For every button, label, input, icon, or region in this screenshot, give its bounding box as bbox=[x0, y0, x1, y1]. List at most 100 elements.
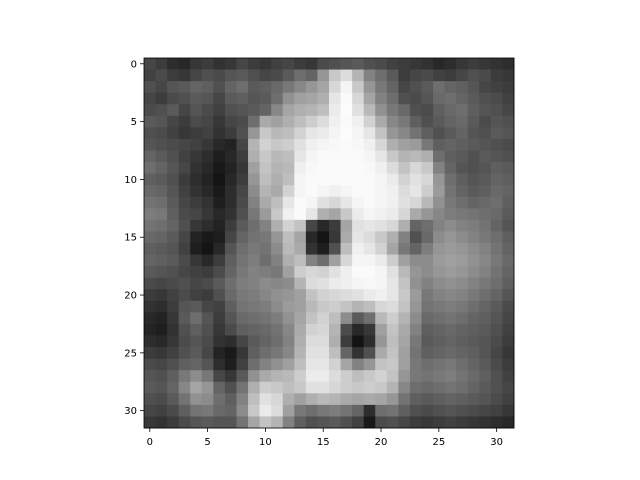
heatmap-cell bbox=[467, 381, 480, 394]
heatmap-cell bbox=[352, 358, 365, 371]
heatmap-cell bbox=[352, 335, 365, 348]
heatmap-cell bbox=[167, 162, 180, 175]
heatmap-cell bbox=[282, 312, 295, 325]
heatmap-cell bbox=[236, 300, 249, 313]
heatmap-cell bbox=[155, 370, 168, 383]
heatmap-cell bbox=[305, 138, 318, 151]
heatmap-cell bbox=[352, 219, 365, 232]
heatmap-cell bbox=[236, 266, 249, 279]
heatmap-cell bbox=[386, 358, 399, 371]
heatmap-cell bbox=[375, 335, 388, 348]
heatmap-cell bbox=[178, 347, 191, 360]
heatmap-cell bbox=[398, 335, 411, 348]
heatmap-cell bbox=[144, 300, 156, 313]
heatmap-cell bbox=[433, 231, 446, 244]
heatmap-cell bbox=[155, 358, 168, 371]
heatmap-cell bbox=[502, 208, 515, 221]
heatmap-cell bbox=[409, 104, 422, 117]
heatmap-cell bbox=[224, 300, 237, 313]
heatmap-cell bbox=[317, 277, 330, 290]
heatmap-cell bbox=[282, 393, 295, 406]
heatmap-cell bbox=[178, 81, 191, 94]
heatmap-cell bbox=[456, 254, 469, 267]
heatmap-cell bbox=[409, 92, 422, 105]
heatmap-cell bbox=[282, 196, 295, 209]
heatmap-cell bbox=[224, 335, 237, 348]
heatmap-cell bbox=[213, 173, 226, 186]
heatmap-cell bbox=[421, 104, 434, 117]
heatmap-cell bbox=[167, 416, 180, 429]
heatmap-cell bbox=[305, 243, 318, 255]
heatmap-cell bbox=[144, 231, 156, 244]
heatmap-cell bbox=[167, 289, 180, 302]
heatmap-cell bbox=[386, 416, 399, 429]
heatmap-cell bbox=[236, 347, 249, 360]
heatmap-cell bbox=[456, 266, 469, 279]
heatmap-cell bbox=[317, 370, 330, 383]
heatmap-cell bbox=[456, 277, 469, 290]
heatmap-cell bbox=[305, 196, 318, 209]
heatmap-cell bbox=[213, 266, 226, 279]
heatmap-cell bbox=[224, 81, 237, 94]
heatmap-cell bbox=[259, 150, 272, 163]
heatmap-cell bbox=[213, 243, 226, 255]
heatmap-cell bbox=[155, 231, 168, 244]
heatmap-cell bbox=[329, 196, 341, 209]
heatmap-cell bbox=[467, 196, 480, 209]
heatmap-cell bbox=[363, 358, 376, 371]
heatmap-cell bbox=[248, 208, 261, 221]
heatmap-cell bbox=[363, 138, 376, 151]
heatmap-cell bbox=[294, 58, 307, 70]
heatmap-cell bbox=[271, 208, 284, 221]
heatmap-cell bbox=[294, 208, 307, 221]
heatmap-cell bbox=[467, 416, 480, 429]
heatmap-cell bbox=[502, 138, 515, 151]
heatmap-cell bbox=[329, 289, 341, 302]
heatmap-cell bbox=[190, 115, 203, 128]
heatmap-cell bbox=[271, 243, 284, 255]
heatmap-cell bbox=[317, 358, 330, 371]
heatmap-cell bbox=[490, 138, 503, 151]
heatmap-cell bbox=[467, 208, 480, 221]
heatmap-cell bbox=[155, 150, 168, 163]
heatmap-cell bbox=[155, 162, 168, 175]
heatmap-cell bbox=[386, 173, 399, 186]
heatmap-cell bbox=[224, 254, 237, 267]
heatmap-cell bbox=[479, 312, 492, 325]
heatmap-cell bbox=[386, 81, 399, 94]
heatmap-cell bbox=[456, 81, 469, 94]
heatmap-cell bbox=[467, 358, 480, 371]
heatmap-cell bbox=[375, 358, 388, 371]
heatmap-cell bbox=[375, 185, 388, 198]
heatmap-cell bbox=[502, 266, 515, 279]
heatmap-cell bbox=[282, 208, 295, 221]
heatmap-cell bbox=[502, 347, 515, 360]
heatmap-cell bbox=[236, 115, 249, 128]
heatmap-cell bbox=[213, 185, 226, 198]
heatmap-cell bbox=[375, 58, 388, 70]
heatmap-cell bbox=[375, 81, 388, 94]
heatmap-cell bbox=[386, 289, 399, 302]
heatmap-cell bbox=[479, 196, 492, 209]
heatmap-cell bbox=[294, 370, 307, 383]
heatmap-cell bbox=[502, 312, 515, 325]
heatmap-cell bbox=[340, 58, 353, 70]
heatmap-cell bbox=[433, 335, 446, 348]
heatmap-cell bbox=[201, 381, 214, 394]
heatmap-cell bbox=[479, 115, 492, 128]
heatmap-cell bbox=[456, 127, 469, 140]
heatmap-cell bbox=[248, 254, 261, 267]
heatmap-cell bbox=[363, 289, 376, 302]
heatmap-cell bbox=[479, 393, 492, 406]
heatmap-cell bbox=[386, 219, 399, 232]
heatmap-cell bbox=[421, 115, 434, 128]
heatmap-cell bbox=[213, 58, 226, 70]
heatmap-cell bbox=[294, 104, 307, 117]
heatmap-cell bbox=[433, 289, 446, 302]
heatmap-cell bbox=[178, 92, 191, 105]
heatmap-cell bbox=[305, 393, 318, 406]
heatmap-cell bbox=[178, 277, 191, 290]
heatmap-cell bbox=[340, 335, 353, 348]
heatmap-cell bbox=[248, 289, 261, 302]
heatmap-cell bbox=[155, 404, 168, 417]
